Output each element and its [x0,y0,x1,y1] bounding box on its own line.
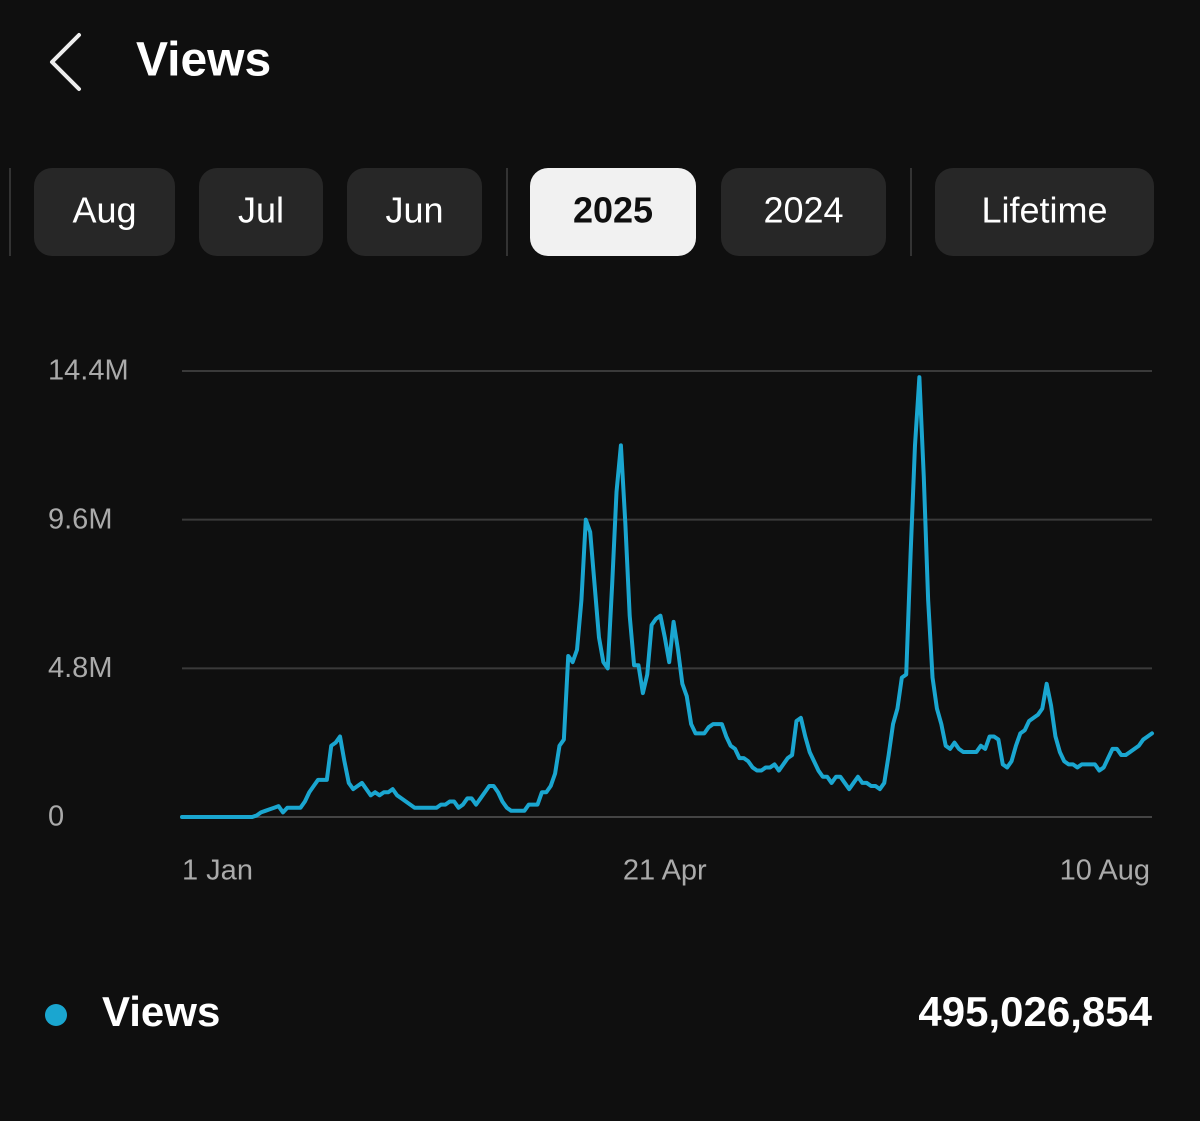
tab-label[interactable]: 2025 [573,190,653,231]
tab[interactable] [935,168,1154,256]
y-tick-label: 14.4M [48,355,129,387]
x-tick-label: 1 Jan [182,855,253,887]
tab-label[interactable]: Aug [72,190,136,231]
page-title: Views [136,34,271,87]
y-tick-label: 4.8M [48,652,112,684]
tab[interactable] [34,168,175,256]
tab[interactable] [347,168,482,256]
tab-label[interactable]: Jun [385,190,443,231]
x-tick-label: 21 Apr [623,855,707,887]
legend-label: Views [102,988,220,1035]
tab[interactable] [199,168,323,256]
tab-label[interactable]: 2024 [763,190,843,231]
back-button[interactable] [50,33,81,91]
y-tick-label: 9.6M [48,503,112,535]
tab[interactable] [721,168,886,256]
legend-dot [45,1004,67,1026]
data-line [180,375,1154,819]
tab-label[interactable]: Jul [238,190,284,231]
x-tick-label: 10 Aug [1060,855,1150,887]
tab-label[interactable]: Lifetime [981,190,1107,231]
tab[interactable] [530,168,696,256]
total-value: 495,026,854 [918,988,1152,1035]
y-tick-label: 0 [48,801,64,833]
